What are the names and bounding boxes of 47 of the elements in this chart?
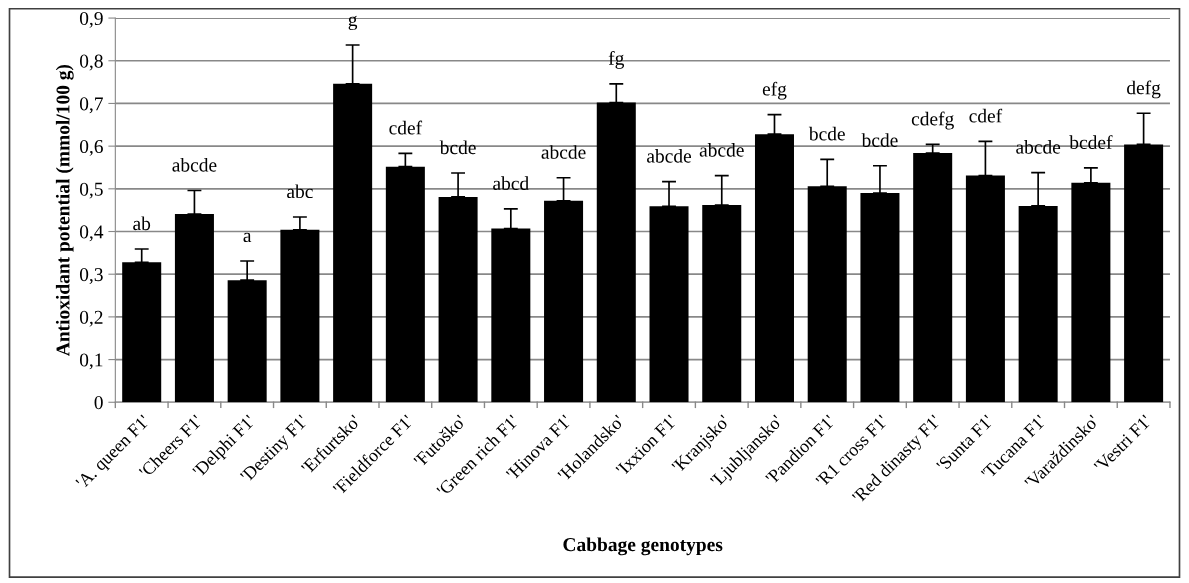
- x-axis-title: Cabbage genotypes: [563, 537, 723, 556]
- annotation: a: [243, 232, 252, 243]
- annotation: cdef: [969, 108, 1003, 123]
- annotation: cdef: [389, 120, 423, 135]
- y-tick-label: 0,8: [79, 54, 103, 71]
- y-tick-label: 0,6: [79, 139, 103, 156]
- annotation: bcdef: [1069, 135, 1113, 150]
- annotation: g: [348, 15, 358, 31]
- bar: [913, 152, 953, 403]
- bar: [1018, 205, 1058, 403]
- bar: [122, 262, 162, 403]
- bar: [807, 186, 847, 403]
- y-tick-label: 0,2: [79, 310, 103, 327]
- y-tick-label: 0,5: [79, 182, 103, 199]
- annotation: efg: [762, 81, 787, 100]
- annotation: abcde: [172, 157, 217, 172]
- bar: [860, 193, 900, 403]
- bar: [649, 206, 689, 403]
- bar: [227, 280, 267, 403]
- bar: [438, 196, 478, 403]
- bar: [544, 200, 584, 403]
- bar: [702, 205, 742, 403]
- annotation: bcde: [861, 133, 898, 147]
- y-tick-label: 0: [94, 396, 103, 410]
- annotation: abcde: [647, 149, 692, 163]
- y-tick-label: 0,1: [79, 353, 103, 370]
- annotation: abcde: [541, 145, 586, 159]
- annotation: bcde: [439, 140, 476, 155]
- annotation: fg: [608, 50, 625, 69]
- bar: [174, 214, 214, 403]
- annotation: abc: [287, 184, 313, 199]
- annotation: abcde: [1016, 140, 1061, 154]
- bar: [333, 83, 373, 403]
- annotation: ab: [133, 216, 151, 231]
- annotation: cdefg: [911, 111, 954, 130]
- annotation: defg: [1127, 80, 1161, 99]
- y-tick-label: 0,3: [79, 268, 103, 284]
- annotation: abcd: [493, 176, 529, 190]
- y-axis-title: Antioxidant potential (mmol/100 g): [55, 64, 74, 357]
- bar: [1071, 182, 1111, 403]
- bar: [754, 134, 794, 403]
- y-tick-label: 0,4: [79, 225, 104, 242]
- y-tick-label: 0,7: [79, 97, 103, 114]
- annotation: abcde: [699, 143, 744, 157]
- bar: [280, 229, 320, 403]
- y-tick-label: 0,9: [79, 11, 103, 28]
- annotation: bcde: [808, 126, 845, 141]
